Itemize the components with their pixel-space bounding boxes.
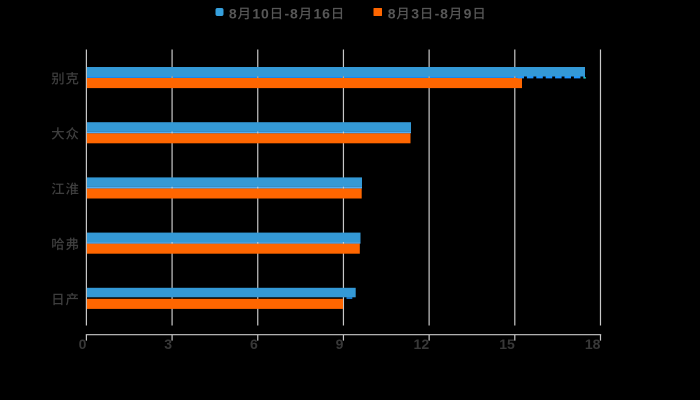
svg-text:1: 1 [314, 5, 322, 21]
svg-text:6: 6 [322, 5, 330, 21]
svg-text:9: 9 [336, 336, 344, 352]
svg-text:3: 3 [411, 5, 419, 21]
svg-text:3: 3 [164, 336, 172, 352]
svg-text:15: 15 [499, 336, 515, 352]
svg-text:8: 8 [290, 5, 298, 21]
svg-text:6: 6 [250, 336, 258, 352]
svg-text:-: - [435, 5, 440, 21]
svg-text:8: 8 [229, 5, 237, 21]
svg-text:12: 12 [414, 336, 430, 352]
svg-text:-: - [285, 5, 290, 21]
svg-text:1: 1 [252, 5, 260, 21]
svg-text:18: 18 [585, 336, 601, 352]
svg-text:0: 0 [79, 336, 87, 352]
svg-text:8: 8 [440, 5, 448, 21]
svg-text:9: 9 [464, 5, 472, 21]
svg-text:0: 0 [261, 5, 269, 21]
svg-text:8: 8 [388, 5, 396, 21]
